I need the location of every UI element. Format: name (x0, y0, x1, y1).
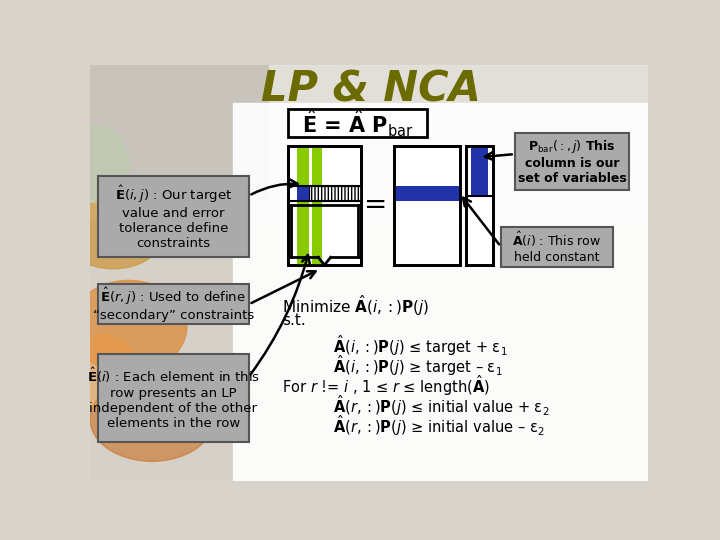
Ellipse shape (74, 334, 137, 411)
Text: $\hat{\mathbf{A}}$$(i)$ : This row
held constant: $\hat{\mathbf{A}}$$(i)$ : This row held … (513, 230, 601, 264)
Bar (287, 146, 361, 265)
Bar (90, 65, 269, 200)
Text: LP & NCA: LP & NCA (261, 69, 480, 111)
Text: =: = (364, 191, 387, 219)
Bar (98, 284, 249, 325)
Bar (471, 146, 488, 195)
Bar (287, 110, 427, 137)
Bar (233, 103, 648, 481)
Text: $\hat{\mathbf{A}}$$(i,:)$$\mathbf{P}$$(j)$ ≤ target + ε$_1$: $\hat{\mathbf{A}}$$(i,:)$$\mathbf{P}$$(j… (333, 333, 507, 357)
Text: Minimize $\hat{\mathbf{A}}$$(i,:)$$\mathbf{P}$$(j)$: Minimize $\hat{\mathbf{A}}$$(i,:)$$\math… (282, 293, 430, 318)
Bar (394, 186, 459, 201)
Ellipse shape (71, 280, 187, 373)
Bar (500, 226, 613, 267)
Bar (297, 146, 310, 265)
Bar (310, 186, 361, 201)
Bar (98, 354, 249, 442)
Text: s.t.: s.t. (282, 313, 306, 328)
Ellipse shape (63, 200, 163, 269)
Text: $\hat{\mathbf{E}}$$(i)$ : Each element in this
row presents an LP
independent of: $\hat{\mathbf{E}}$$(i)$ : Each element i… (87, 366, 260, 430)
Ellipse shape (144, 188, 222, 249)
Text: $\hat{\mathbf{E}}$$(r,j)$ : Used to define
“secondary” constraints: $\hat{\mathbf{E}}$$(r,j)$ : Used to defi… (93, 286, 254, 322)
Ellipse shape (175, 365, 253, 427)
Text: $\hat{\mathbf{A}}$$(i,:)$$\mathbf{P}$$(j)$ ≥ target – ε$_1$: $\hat{\mathbf{A}}$$(i,:)$$\mathbf{P}$$(j… (333, 353, 502, 377)
Text: $\hat{\mathbf{E}}$ = $\hat{\mathbf{A}}$ $\mathbf{P}_{\mathrm{bar}}$: $\hat{\mathbf{E}}$ = $\hat{\mathbf{A}}$ … (302, 107, 413, 139)
Text: $\hat{\mathbf{E}}$$(i,j)$ : Our target
value and error
tolerance define
constrai: $\hat{\mathbf{E}}$$(i,j)$ : Our target v… (114, 184, 232, 250)
Bar (287, 146, 361, 265)
Bar (515, 132, 629, 190)
Bar (98, 177, 249, 257)
Bar (90, 65, 648, 219)
Text: $\mathbf{P}_{\mathrm{bar}}(:,j)$ This
column is our
set of variables: $\mathbf{P}_{\mathrm{bar}}(:,j)$ This co… (518, 138, 626, 185)
Text: $\hat{\mathbf{A}}$$(r,:)$$\mathbf{P}$$(j)$ ≤ initial value + ε$_2$: $\hat{\mathbf{A}}$$(r,:)$$\mathbf{P}$$(j… (333, 393, 549, 417)
Bar (297, 186, 310, 201)
Bar (394, 146, 459, 265)
Text: $\hat{\mathbf{A}}$$(r,:)$$\mathbf{P}$$(j)$ ≥ initial value – ε$_2$: $\hat{\mathbf{A}}$$(r,:)$$\mathbf{P}$$(j… (333, 413, 544, 437)
Bar (466, 146, 493, 265)
Bar (466, 146, 493, 265)
Bar (312, 146, 322, 265)
Text: For $r$ != $i$ , 1 ≤ $r$ ≤ length($\hat{\mathbf{A}}$): For $r$ != $i$ , 1 ≤ $r$ ≤ length($\hat{… (282, 373, 490, 397)
Ellipse shape (67, 126, 129, 204)
Bar (394, 146, 459, 265)
Ellipse shape (90, 377, 214, 461)
